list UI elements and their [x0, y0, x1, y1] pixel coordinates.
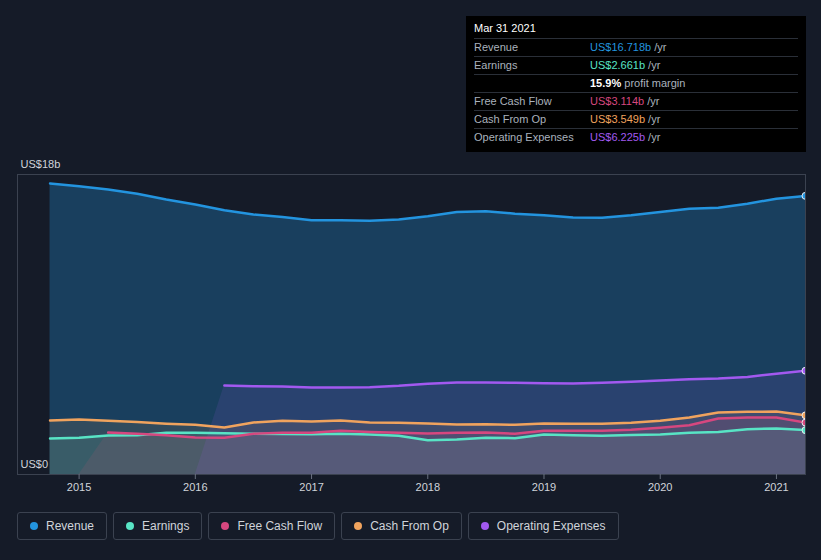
html-text:US$6.225b /yr: US$6.225b /yr	[590, 131, 661, 143]
html-text:US$16.718b /yr: US$16.718b /yr	[590, 41, 667, 53]
html-text:Operating Expenses: Operating Expenses	[496, 519, 606, 533]
svg-text:2015: 2015	[67, 481, 91, 493]
html-text:Mar 31 2021: Mar 31 2021	[474, 22, 536, 34]
html-text:Earnings: Earnings	[142, 519, 190, 533]
svg-text:2020: 2020	[648, 481, 672, 493]
html-text:US$2.661b /yr: US$2.661b /yr	[590, 59, 661, 71]
svg-text:2021: 2021	[764, 481, 788, 493]
svg-text:US$0: US$0	[21, 458, 49, 470]
html-text:Earnings: Earnings	[474, 59, 518, 71]
svg-text:2016: 2016	[183, 481, 207, 493]
html-text:Revenue: Revenue	[474, 41, 518, 53]
html-text:Free Cash Flow: Free Cash Flow	[474, 95, 552, 107]
svg-text:US$18b: US$18b	[21, 158, 61, 170]
html-text:US$3.114b /yr: US$3.114b /yr	[590, 95, 660, 107]
html-text:15.9% profit margin: 15.9% profit margin	[590, 77, 686, 89]
html-text:Cash From Op: Cash From Op	[370, 519, 449, 533]
html-text:Free Cash Flow: Free Cash Flow	[237, 519, 323, 533]
html-text:Operating Expenses: Operating Expenses	[474, 131, 574, 143]
html-text:Revenue: Revenue	[46, 519, 94, 533]
svg-text:2018: 2018	[416, 481, 440, 493]
html-text:US$3.549b /yr: US$3.549b /yr	[590, 113, 661, 125]
svg-text:2019: 2019	[532, 481, 556, 493]
svg-text:2017: 2017	[299, 481, 323, 493]
html-text:Cash From Op: Cash From Op	[474, 113, 547, 125]
